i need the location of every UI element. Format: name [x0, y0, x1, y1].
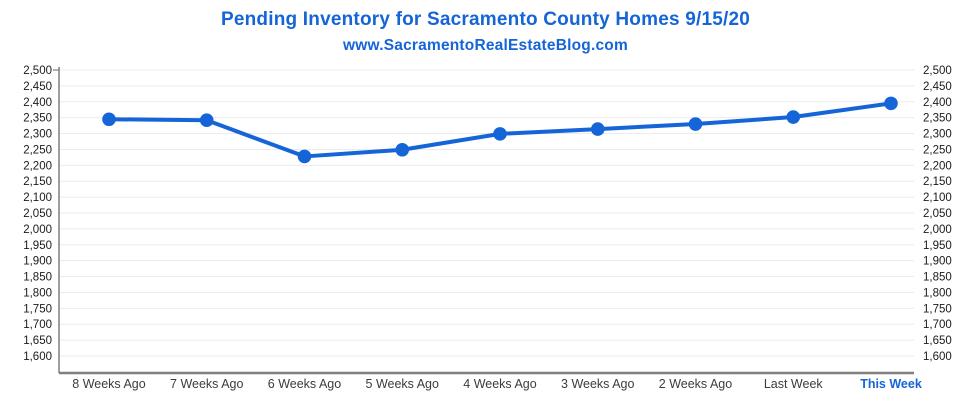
y-axis-label-left: 2,450 [23, 81, 52, 93]
y-axis-label-left: 1,900 [23, 256, 52, 268]
x-axis-label: 8 Weeks Ago [72, 377, 145, 391]
x-axis-label: 3 Weeks Ago [561, 377, 634, 391]
y-axis-label-right: 1,650 [923, 335, 952, 347]
y-axis-label-left: 1,750 [23, 303, 52, 315]
y-axis-label-left: 2,250 [23, 144, 52, 156]
y-axis-label-right: 2,300 [923, 129, 952, 141]
y-axis-label-right: 2,250 [923, 144, 952, 156]
data-point [395, 142, 410, 157]
x-axis-label: 7 Weeks Ago [170, 377, 243, 391]
y-axis-label-right: 1,750 [923, 303, 952, 315]
y-axis-label-right: 2,500 [923, 65, 952, 77]
x-axis-label: 2 Weeks Ago [659, 377, 732, 391]
y-axis-label-left: 2,500 [23, 65, 52, 77]
y-axis-label-right: 2,450 [923, 81, 952, 93]
y-axis-label-left: 2,200 [23, 160, 52, 172]
x-axis-label: 5 Weeks Ago [366, 377, 439, 391]
x-axis-label: 4 Weeks Ago [463, 377, 536, 391]
y-axis-label-left: 2,300 [23, 129, 52, 141]
y-axis-label-right: 2,400 [923, 97, 952, 109]
y-axis-label-left: 2,350 [23, 113, 52, 125]
y-axis-label-right: 2,100 [923, 192, 952, 204]
x-axis-label: Last Week [764, 377, 824, 391]
data-point [786, 110, 801, 124]
y-axis-label-left: 2,150 [23, 176, 52, 188]
chart-subtitle: www.SacramentoRealEstateBlog.com [343, 37, 628, 54]
y-axis-label-right: 2,050 [923, 208, 952, 220]
data-point [493, 127, 507, 141]
data-point [688, 117, 703, 131]
x-axis-label-this-week: This Week [860, 377, 922, 391]
y-axis-label-right: 1,900 [923, 256, 952, 268]
y-axis-label-right: 1,950 [923, 240, 952, 252]
y-axis-label-left: 1,800 [23, 287, 52, 299]
y-axis-label-right: 1,600 [923, 351, 952, 363]
y-axis-label-left: 1,700 [23, 319, 52, 331]
data-point [102, 112, 116, 127]
data-point [884, 96, 898, 111]
y-axis-label-left: 1,650 [23, 335, 52, 347]
y-axis-label-left: 1,950 [23, 240, 52, 252]
y-axis-label-right: 1,850 [923, 272, 952, 284]
y-axis-label-right: 1,800 [923, 287, 952, 299]
y-axis-label-right: 2,150 [923, 176, 952, 188]
x-axis-label: 6 Weeks Ago [268, 377, 341, 391]
y-axis-label-right: 2,000 [923, 224, 952, 236]
y-axis-label-left: 2,400 [23, 97, 52, 109]
data-point [199, 113, 214, 128]
y-axis-label-right: 2,350 [923, 113, 952, 125]
y-axis-label-left: 2,000 [23, 224, 52, 236]
y-axis-label-right: 2,200 [923, 160, 952, 172]
y-axis-label-left: 2,100 [23, 192, 52, 204]
y-axis-label-right: 1,700 [923, 319, 952, 331]
chart-title: Pending Inventory for Sacramento County … [220, 9, 750, 30]
y-axis-label-left: 1,850 [23, 272, 52, 284]
y-axis-label-left: 1,600 [23, 351, 52, 363]
data-point [590, 122, 605, 136]
y-axis-label-left: 2,050 [23, 208, 52, 220]
data-point [297, 149, 312, 164]
